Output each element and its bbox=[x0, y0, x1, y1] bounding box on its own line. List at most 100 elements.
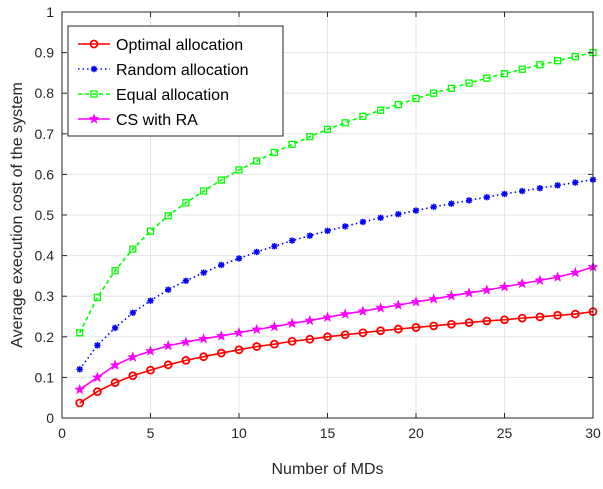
y-axis-label: Average execution cost of the system bbox=[9, 82, 26, 348]
data-point bbox=[341, 119, 349, 127]
y-tick-label: 0.2 bbox=[35, 329, 55, 345]
data-point bbox=[324, 227, 331, 235]
data-point bbox=[358, 328, 368, 338]
legend-item: Random allocation bbox=[78, 62, 249, 79]
data-point bbox=[271, 243, 278, 250]
data-point bbox=[76, 329, 84, 337]
data-point bbox=[518, 65, 526, 73]
data-point bbox=[392, 299, 404, 310]
data-point bbox=[235, 166, 243, 174]
data-point bbox=[482, 316, 492, 326]
data-point bbox=[447, 84, 456, 92]
series-3 bbox=[74, 261, 599, 395]
data-point bbox=[129, 245, 137, 253]
data-point bbox=[445, 290, 457, 301]
legend-label: Random allocation bbox=[116, 62, 249, 79]
data-point bbox=[500, 315, 509, 325]
y-tick-label: 0.4 bbox=[35, 248, 55, 264]
x-axis-label: Number of MDs bbox=[271, 461, 383, 478]
data-point bbox=[323, 332, 332, 342]
data-point bbox=[94, 342, 101, 349]
data-point bbox=[571, 53, 579, 61]
data-point bbox=[464, 318, 474, 327]
data-point bbox=[519, 187, 526, 195]
x-tick-label: 30 bbox=[585, 425, 601, 441]
data-point bbox=[411, 323, 421, 332]
legend-item: Optimal allocation bbox=[78, 37, 243, 54]
data-point bbox=[288, 140, 296, 149]
legend-marker bbox=[90, 90, 98, 98]
data-point bbox=[162, 339, 174, 351]
data-point bbox=[253, 248, 260, 256]
data-point bbox=[500, 70, 509, 78]
data-point bbox=[233, 326, 245, 338]
data-point bbox=[251, 323, 263, 335]
data-point bbox=[235, 255, 243, 262]
data-point bbox=[306, 132, 314, 141]
data-point bbox=[448, 200, 455, 207]
data-point bbox=[428, 293, 440, 304]
data-point bbox=[323, 125, 332, 133]
series-group bbox=[74, 48, 599, 408]
data-point bbox=[163, 360, 173, 370]
data-point bbox=[552, 271, 564, 282]
series-1 bbox=[76, 176, 597, 373]
data-point bbox=[395, 210, 402, 218]
data-point bbox=[483, 74, 491, 82]
data-point bbox=[304, 314, 316, 326]
data-point bbox=[429, 321, 439, 331]
data-point bbox=[305, 334, 315, 344]
data-point bbox=[165, 286, 172, 293]
data-point bbox=[200, 269, 207, 276]
legend: Optimal allocation Random allocation Equal… bbox=[67, 25, 284, 137]
data-point bbox=[199, 187, 208, 195]
legend-item: CS with RA bbox=[78, 112, 198, 129]
data-point bbox=[463, 287, 475, 298]
data-point bbox=[572, 179, 579, 186]
data-point bbox=[357, 305, 369, 316]
data-point bbox=[554, 182, 561, 189]
data-point bbox=[517, 313, 527, 323]
data-point bbox=[182, 199, 190, 207]
data-point bbox=[270, 148, 279, 157]
data-point bbox=[339, 308, 351, 319]
data-point bbox=[430, 203, 437, 211]
data-point bbox=[76, 366, 83, 373]
data-point bbox=[394, 100, 402, 109]
data-point bbox=[535, 312, 545, 322]
data-point bbox=[322, 311, 333, 322]
data-point bbox=[218, 261, 225, 269]
data-point bbox=[376, 326, 386, 336]
y-tick-label: 0.3 bbox=[35, 288, 55, 304]
data-point bbox=[377, 214, 384, 222]
data-point bbox=[393, 324, 403, 334]
data-point bbox=[181, 355, 191, 365]
data-point bbox=[146, 227, 155, 235]
series-0 bbox=[75, 307, 598, 408]
data-point bbox=[536, 61, 544, 69]
y-tick-label: 1 bbox=[46, 4, 54, 20]
data-point bbox=[198, 333, 210, 344]
data-point bbox=[499, 281, 510, 292]
data-point bbox=[199, 352, 209, 362]
data-point bbox=[465, 197, 473, 204]
data-point bbox=[269, 339, 279, 349]
data-point bbox=[74, 383, 86, 395]
data-point bbox=[359, 112, 367, 120]
data-point bbox=[410, 296, 422, 307]
data-point bbox=[217, 176, 225, 184]
x-tick-label: 0 bbox=[58, 425, 66, 441]
data-point bbox=[516, 277, 528, 289]
data-point bbox=[553, 57, 562, 65]
data-point bbox=[288, 237, 296, 244]
data-point bbox=[446, 319, 456, 329]
x-tick-label: 10 bbox=[231, 425, 247, 441]
y-tick-label: 0.5 bbox=[35, 207, 55, 223]
data-point bbox=[146, 365, 155, 375]
data-point bbox=[253, 157, 261, 165]
series-2 bbox=[76, 48, 597, 337]
y-tick-label: 0.7 bbox=[35, 126, 55, 142]
data-point bbox=[91, 371, 103, 383]
data-point bbox=[180, 336, 192, 347]
